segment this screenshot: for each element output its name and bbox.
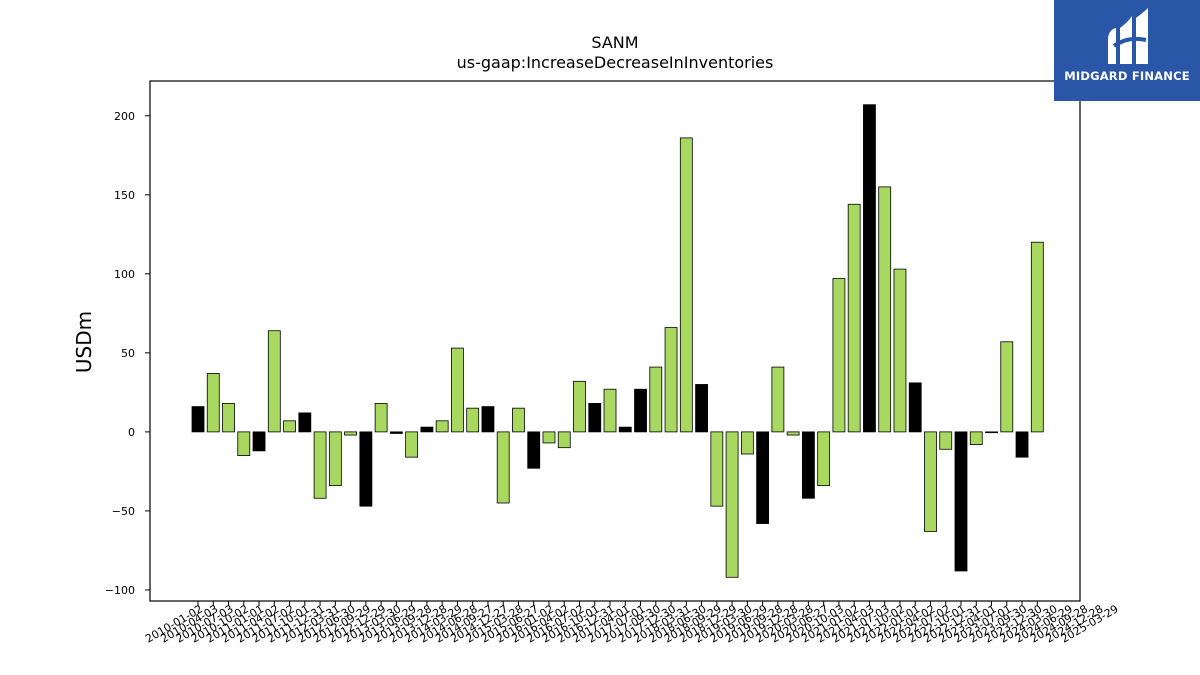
bar-2018-12-29 [740, 431, 754, 455]
bar-2020-06-27 [832, 278, 846, 433]
bar-2013-12-28 [435, 420, 449, 433]
bar-2017-09-30 [664, 327, 678, 433]
bar-2013-03-30 [389, 431, 403, 434]
bar-2022-04-02 [939, 431, 953, 450]
y-tick-label: 50 [121, 347, 135, 360]
bar-2022-01-01 [924, 431, 937, 532]
bar-2016-01-02 [557, 431, 571, 449]
plot-frame [149, 80, 1081, 602]
y-tick-label: 150 [114, 189, 135, 202]
y-axis-label: USDm [72, 311, 96, 373]
midgard-logo-mark-icon [1108, 8, 1148, 64]
bar-2017-07-01 [649, 366, 663, 433]
bar-2016-12-31 [618, 426, 632, 433]
y-tick-label: 200 [114, 110, 135, 123]
bar-2012-06-30 [344, 431, 358, 436]
bar-2019-09-28 [786, 431, 800, 436]
bar-2014-03-29 [451, 347, 464, 433]
bar-2010-10-02 [237, 431, 251, 456]
bar-2019-06-29 [771, 366, 785, 433]
bar-2018-09-29 [725, 431, 739, 578]
bar-2020-03-28 [817, 431, 831, 487]
bar-2016-04-02 [573, 380, 586, 433]
bar-2015-06-27 [527, 431, 541, 469]
bar-2023-09-30 [1030, 241, 1044, 433]
brand-name: MIDGARD FINANCE [1064, 69, 1190, 83]
bar-2011-10-01 [298, 412, 312, 433]
bars [191, 104, 1044, 578]
y-tick-label: 100 [114, 268, 135, 281]
y-tick-label: −100 [105, 584, 135, 597]
brand-logo: MIDGARD FINANCE [1054, 0, 1200, 101]
bar-2021-04-03 [878, 186, 892, 433]
chart-subtitle: us-gaap:IncreaseDecreaseInInventories [456, 53, 774, 72]
bar-2014-12-27 [496, 431, 510, 504]
y-axis: −100 −50 0 50 100 150 200 [105, 110, 150, 597]
bar-2016-10-01 [603, 388, 617, 433]
bar-2011-07-02 [283, 420, 296, 433]
bar-2019-12-28 [802, 431, 815, 499]
bar-2015-10-03 [542, 431, 556, 444]
bar-2022-10-01 [969, 431, 983, 445]
bar-2012-09-29 [359, 431, 373, 507]
bar-2022-12-31 [985, 431, 998, 434]
bar-2016-07-02 [588, 403, 602, 433]
bar-2018-03-31 [695, 384, 708, 433]
bar-2013-06-29 [405, 431, 419, 458]
y-tick-label: 0 [128, 426, 135, 439]
bar-2023-07-01 [1015, 431, 1029, 458]
bar-2021-01-02 [863, 104, 876, 433]
bar-2010-07-03 [222, 403, 235, 433]
bar-2010-04-03 [206, 372, 220, 433]
bar-2011-04-02 [267, 330, 281, 433]
x-axis: 2010-01-022010-04-032010-07-032010-10-02… [143, 601, 1121, 646]
bar-2010-01-02 [191, 406, 205, 433]
bar-2014-06-28 [466, 407, 480, 433]
bar-2017-12-30 [679, 137, 693, 433]
bar-2022-07-02 [954, 431, 968, 572]
bar-2011-12-31 [313, 431, 327, 499]
bar-2017-04-01 [634, 388, 647, 433]
y-tick-label: −50 [112, 505, 135, 518]
bar-2015-03-28 [512, 407, 525, 433]
bar-2020-10-03 [847, 203, 861, 433]
bar-2023-04-01 [1000, 341, 1014, 433]
bar-2021-07-03 [893, 268, 907, 433]
bar-2019-03-30 [756, 431, 770, 524]
bar-2013-09-28 [420, 426, 434, 433]
chart-title: SANM [591, 33, 639, 52]
bar-2012-03-31 [328, 431, 342, 487]
bar-2018-06-30 [710, 431, 724, 507]
bar-2021-10-02 [908, 382, 922, 433]
bar-2012-12-29 [374, 403, 388, 433]
bar-2011-01-01 [252, 431, 266, 452]
bar-2014-09-27 [481, 406, 495, 433]
